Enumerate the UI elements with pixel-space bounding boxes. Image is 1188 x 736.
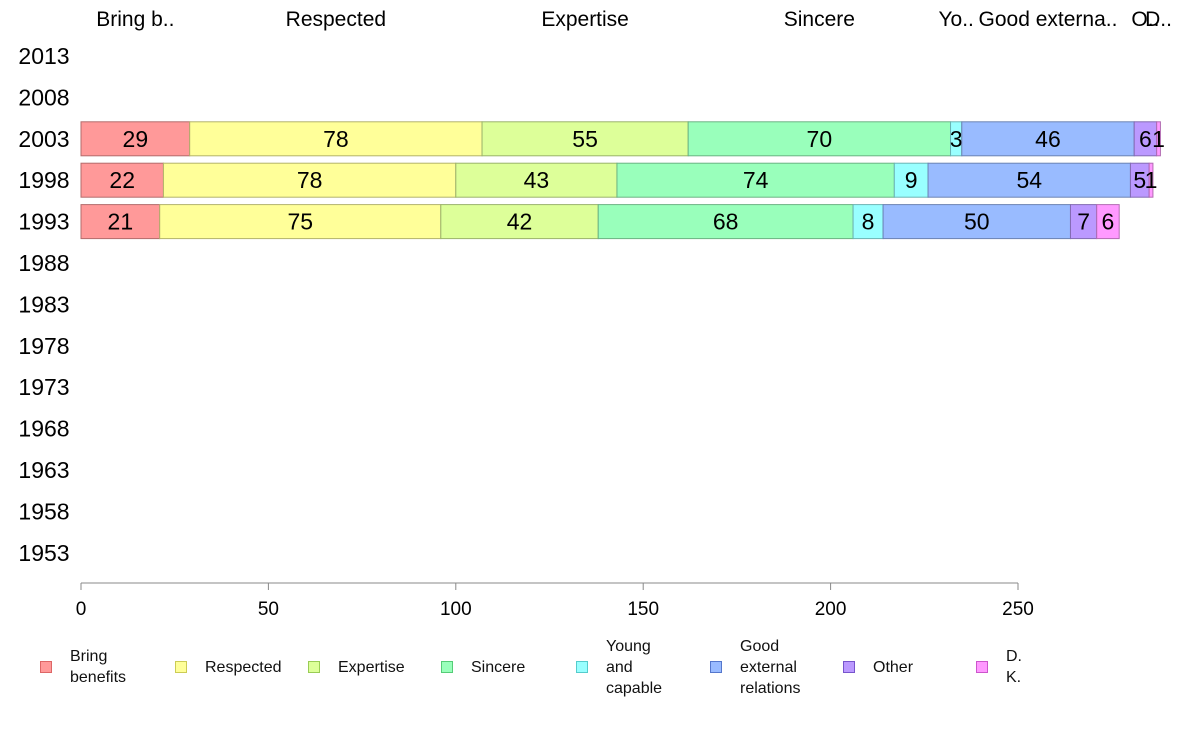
data-label: 29	[123, 126, 149, 152]
y-tick-label: 1983	[18, 291, 69, 317]
data-label: 8	[862, 209, 875, 235]
data-label: 55	[572, 126, 598, 152]
series-top-label: Sincere	[784, 8, 855, 31]
data-label: 5	[1133, 167, 1146, 193]
y-tick-label: 2003	[18, 126, 69, 152]
y-tick-label: 1998	[18, 167, 69, 193]
legend-label: D. K.	[1006, 648, 1022, 686]
legend-item: Bring benefits	[40, 632, 126, 702]
data-label: 46	[1035, 126, 1061, 152]
legend-label: Bring benefits	[70, 648, 127, 686]
series-top-label: Respected	[286, 8, 386, 31]
legend-item: Young and capable	[576, 632, 662, 702]
legend-item: Good external relations	[710, 632, 800, 702]
bar-segment	[893, 162, 929, 198]
series-top-label: O..	[1131, 8, 1159, 31]
series-top-label: Expertise	[541, 8, 629, 31]
legend-swatch	[308, 661, 320, 673]
data-label: 9	[905, 167, 918, 193]
bar-segment	[882, 204, 1071, 240]
data-label: 6	[1102, 209, 1115, 235]
y-tick-label: 1988	[18, 250, 69, 276]
bar-segment	[80, 162, 164, 198]
y-tick-label: 2013	[18, 43, 69, 69]
x-tick-label: 0	[76, 599, 87, 620]
legend-item: D. K.	[976, 632, 1022, 702]
y-tick-label: 2008	[18, 84, 69, 110]
series-top-label: Bring b..	[96, 8, 174, 31]
bar-segment	[455, 162, 618, 198]
bar-segment	[80, 121, 191, 157]
series-top-label: Yo..	[938, 8, 973, 31]
legend-item: Other	[843, 632, 913, 702]
data-label: 43	[524, 167, 550, 193]
x-tick-label: 150	[627, 599, 659, 620]
legend-item: Sincere	[441, 632, 525, 702]
bar-segment	[927, 162, 1131, 198]
y-tick-label: 1968	[18, 416, 69, 442]
x-tick-label: 100	[440, 599, 472, 620]
data-label: 78	[297, 167, 323, 193]
data-label: 68	[713, 209, 739, 235]
stacked-bar-chart: 2013200820031998199319881983197819731968…	[18, 8, 1172, 620]
data-label: 42	[507, 209, 533, 235]
x-tick-label: 200	[815, 599, 847, 620]
data-label: 78	[323, 126, 349, 152]
legend-swatch	[175, 661, 187, 673]
y-tick-label: 1958	[18, 498, 69, 524]
legend-swatch	[441, 661, 453, 673]
y-tick-label: 1978	[18, 333, 69, 359]
y-tick-label: 1993	[18, 209, 69, 235]
data-label: 3	[950, 126, 963, 152]
data-label: 1	[1145, 167, 1158, 193]
data-label: 74	[743, 167, 769, 193]
legend-swatch	[710, 661, 722, 673]
legend-swatch	[576, 661, 588, 673]
legend-swatch	[40, 661, 52, 673]
bar-segment	[80, 204, 161, 240]
bar-segment	[481, 121, 689, 157]
bar-segment	[162, 162, 457, 198]
legend-label: Sincere	[471, 658, 526, 676]
bar-segment	[961, 121, 1135, 157]
data-label: 22	[109, 167, 135, 193]
bar-segment	[1156, 121, 1161, 157]
series-top-label: Good externa..	[979, 8, 1118, 31]
data-label: 21	[108, 209, 134, 235]
bar-segment	[189, 121, 483, 157]
bar-segment	[1096, 204, 1120, 240]
legend-swatch	[843, 661, 855, 673]
data-label: 7	[1077, 209, 1090, 235]
data-label: 6	[1139, 126, 1152, 152]
legend-label: Good external relations	[740, 637, 801, 697]
legend-swatch	[976, 661, 988, 673]
bar-segment	[616, 162, 895, 198]
x-tick-label: 250	[1002, 599, 1034, 620]
data-label: 54	[1016, 167, 1042, 193]
y-tick-label: 1963	[18, 457, 69, 483]
y-tick-label: 1973	[18, 374, 69, 400]
legend-item: Respected	[175, 632, 282, 702]
legend-label: Expertise	[338, 658, 405, 676]
data-label: 1	[1152, 126, 1165, 152]
legend-label: Young and capable	[606, 637, 663, 697]
series-top-label: D..	[1145, 8, 1172, 31]
legend-item: Expertise	[308, 632, 405, 702]
legend-label: Other	[873, 658, 914, 676]
x-tick-label: 50	[258, 599, 279, 620]
data-label: 50	[964, 209, 990, 235]
bar-segment	[852, 204, 884, 240]
legend-label: Respected	[205, 658, 282, 676]
y-tick-label: 1953	[18, 540, 69, 566]
bar-segment	[1148, 162, 1154, 198]
data-label: 75	[287, 209, 313, 235]
data-label: 70	[807, 126, 833, 152]
